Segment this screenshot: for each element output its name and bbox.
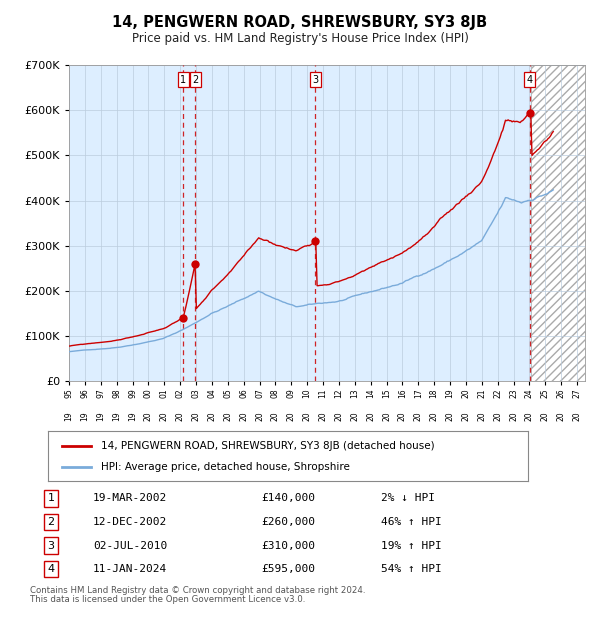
Text: 97: 97 (96, 389, 105, 399)
Text: 25: 25 (541, 389, 550, 399)
Text: 1: 1 (181, 74, 187, 84)
Text: 19% ↑ HPI: 19% ↑ HPI (381, 541, 442, 551)
Text: 04: 04 (208, 389, 217, 399)
Text: 20: 20 (350, 411, 359, 421)
Text: 20: 20 (398, 411, 407, 421)
Text: 20: 20 (557, 411, 566, 421)
Text: 01: 01 (160, 389, 169, 399)
Text: 20: 20 (208, 411, 217, 421)
Text: 03: 03 (191, 389, 200, 399)
Text: 20: 20 (319, 411, 328, 421)
Text: 11: 11 (319, 389, 328, 398)
Text: Price paid vs. HM Land Registry's House Price Index (HPI): Price paid vs. HM Land Registry's House … (131, 32, 469, 45)
Text: 07: 07 (255, 389, 264, 399)
Text: 08: 08 (271, 389, 280, 399)
Text: 20: 20 (414, 411, 423, 421)
Text: 20: 20 (478, 411, 487, 421)
Text: 02: 02 (176, 389, 185, 399)
Text: 14, PENGWERN ROAD, SHREWSBURY, SY3 8JB (detached house): 14, PENGWERN ROAD, SHREWSBURY, SY3 8JB (… (101, 441, 434, 451)
Text: 26: 26 (557, 389, 566, 399)
Text: 27: 27 (572, 389, 581, 399)
Text: 19: 19 (446, 389, 455, 399)
Text: 54% ↑ HPI: 54% ↑ HPI (381, 564, 442, 574)
Text: 20: 20 (493, 411, 502, 421)
Text: 17: 17 (414, 389, 423, 399)
Text: 20: 20 (255, 411, 264, 421)
Text: 19: 19 (128, 411, 137, 421)
Text: 20: 20 (191, 411, 200, 421)
Text: 16: 16 (398, 389, 407, 399)
Text: 19: 19 (112, 411, 121, 421)
Text: Contains HM Land Registry data © Crown copyright and database right 2024.: Contains HM Land Registry data © Crown c… (30, 585, 365, 595)
Text: 20: 20 (239, 411, 248, 421)
Text: 95: 95 (65, 389, 74, 399)
Text: 46% ↑ HPI: 46% ↑ HPI (381, 517, 442, 527)
Text: 14, PENGWERN ROAD, SHREWSBURY, SY3 8JB: 14, PENGWERN ROAD, SHREWSBURY, SY3 8JB (112, 16, 488, 30)
Text: 19: 19 (65, 411, 74, 421)
Text: 20: 20 (176, 411, 185, 421)
Text: 20: 20 (302, 411, 311, 421)
Text: 02-JUL-2010: 02-JUL-2010 (93, 541, 167, 551)
Text: 98: 98 (112, 389, 121, 399)
Text: 20: 20 (334, 411, 343, 421)
Text: 20: 20 (446, 411, 455, 421)
Text: 12: 12 (334, 389, 343, 398)
Text: 20: 20 (160, 411, 169, 421)
Text: 09: 09 (287, 389, 296, 399)
Text: 20: 20 (271, 411, 280, 421)
Text: 20: 20 (461, 389, 470, 399)
Text: 05: 05 (223, 389, 232, 399)
Text: 00: 00 (144, 389, 153, 399)
Text: 4: 4 (527, 74, 533, 84)
Text: 20: 20 (525, 411, 534, 421)
Text: 3: 3 (47, 541, 55, 551)
Text: £595,000: £595,000 (261, 564, 315, 574)
Text: 20: 20 (509, 411, 518, 421)
Text: 19: 19 (96, 411, 105, 421)
Text: 20: 20 (366, 411, 375, 421)
Text: 20: 20 (541, 411, 550, 421)
Text: 20: 20 (572, 411, 581, 421)
Text: 22: 22 (493, 389, 502, 398)
Text: 15: 15 (382, 389, 391, 399)
Text: £310,000: £310,000 (261, 541, 315, 551)
Text: 23: 23 (509, 389, 518, 399)
Text: 20: 20 (382, 411, 391, 421)
Text: 19-MAR-2002: 19-MAR-2002 (93, 494, 167, 503)
Text: 21: 21 (478, 389, 487, 398)
Text: This data is licensed under the Open Government Licence v3.0.: This data is licensed under the Open Gov… (30, 595, 305, 604)
Text: 12-DEC-2002: 12-DEC-2002 (93, 517, 167, 527)
Text: 4: 4 (47, 564, 55, 574)
Bar (531, 65, 585, 381)
Text: 20: 20 (461, 411, 470, 421)
Text: 20: 20 (223, 411, 232, 421)
Text: 20: 20 (287, 411, 296, 421)
Text: 10: 10 (302, 389, 311, 399)
Text: 20: 20 (430, 411, 439, 421)
Text: 1: 1 (47, 494, 55, 503)
Text: 24: 24 (525, 389, 534, 399)
Text: 96: 96 (80, 389, 89, 399)
Text: 20: 20 (144, 411, 153, 421)
Text: 18: 18 (430, 389, 439, 398)
Text: 99: 99 (128, 389, 137, 399)
Text: 11-JAN-2024: 11-JAN-2024 (93, 564, 167, 574)
Text: 2: 2 (192, 74, 198, 84)
Text: 3: 3 (312, 74, 318, 84)
Bar (69, 65, 531, 381)
Text: HPI: Average price, detached house, Shropshire: HPI: Average price, detached house, Shro… (101, 462, 350, 472)
Text: 2% ↓ HPI: 2% ↓ HPI (381, 494, 435, 503)
Text: £140,000: £140,000 (261, 494, 315, 503)
Text: 13: 13 (350, 389, 359, 399)
Text: 06: 06 (239, 389, 248, 399)
Text: 19: 19 (80, 411, 89, 421)
Text: 2: 2 (47, 517, 55, 527)
Text: £260,000: £260,000 (261, 517, 315, 527)
Text: 14: 14 (366, 389, 375, 399)
